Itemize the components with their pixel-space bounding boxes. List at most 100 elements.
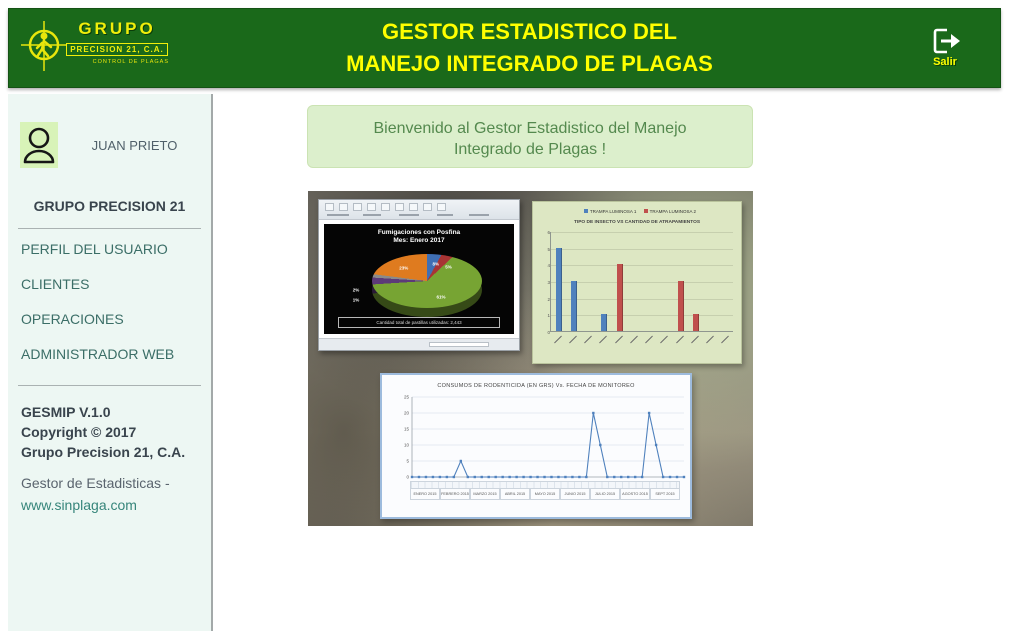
x-axis-label-illegible [675,335,684,344]
page-title-line1: GESTOR ESTADISTICO DEL [382,19,677,44]
y-axis-tick: 2 [547,296,550,302]
bar-trampa-luminosa-1 [570,281,577,331]
pie-subtitle: Mes: Enero 2017 [393,237,445,244]
svg-text:0: 0 [406,475,409,480]
exit-door-icon [933,28,960,54]
sidebar-divider-bottom [18,385,201,386]
logout-label: Salir [933,56,957,68]
x-axis-label-illegible [721,335,730,344]
sidebar-item-administrador[interactable]: ADMINISTRADOR WEB [21,346,175,362]
toolbar-button[interactable] [339,203,348,211]
svg-text:20: 20 [404,411,410,416]
sidebar-item-clientes[interactable]: CLIENTES [21,276,90,292]
month-group-label: ABRIL 2015 [500,489,530,500]
line-chart-title: CONSUMOS DE RODENTICIDA (EN GRS) Vs. FEC… [437,383,635,389]
pie-slice-label: 23% [399,265,409,271]
excel-pie-window: Fumigaciones con Posfina Mes: Enero 2017… [318,199,520,351]
page-title-line2: MANEJO INTEGRADO DE PLAGAS [346,51,713,76]
excel-statusbar [319,338,519,350]
logo-subname: PRECISION 21, C.A. [66,43,168,56]
x-axis-label-illegible [690,335,699,344]
website-link[interactable]: www.sinplaga.com [21,497,137,513]
excel-scrollbar[interactable] [429,342,489,347]
x-axis-label-illegible [584,335,593,344]
svg-text:5: 5 [406,459,409,464]
toolbar-button[interactable] [367,203,376,211]
pie-slice-label: 5% [445,264,452,270]
main-content: Bienvenido al Gestor Estadistico del Man… [213,94,1001,631]
crosshair-walker-icon [21,21,67,71]
sidebar: JUAN PRIETO GRUPO PRECISION 21 PERFIL DE… [8,94,213,631]
gridline [551,282,733,283]
x-axis-label-illegible [660,335,669,344]
gridline [551,248,733,250]
legend-label-1: TRAMPA LUMINOSA 1 [589,209,637,214]
bar-trampa-luminosa-1 [555,247,562,331]
toolbar-group-label [327,214,349,216]
x-axis-label-illegible [629,335,638,344]
y-axis-tick: 0 [547,330,550,335]
x-axis-label-illegible [645,335,654,344]
charts-photo: Fumigaciones con Posfina Mes: Enero 2017… [308,191,753,526]
logout-button[interactable]: Salir [922,25,968,75]
bar-trampa-luminosa-2 [677,281,684,331]
line-plot-area: 0 5 10 15 20 25 [404,395,686,480]
month-group-label: FEBRERO 2015 [440,489,470,500]
company-logo: GRUPO PRECISION 21, C.A. CONTROL DE PLAG… [21,17,171,79]
pie-slice-label: 1% [352,297,360,303]
toolbar-group-label [399,214,419,216]
month-group-label: SEPT 2015 [650,489,680,500]
legend-label-2: TRAMPA LUMINOSA 2 [649,209,697,214]
gridline [551,232,733,233]
legend-swatch-blue [583,209,588,213]
y-axis-tick: 6 [547,230,550,235]
welcome-banner: Bienvenido al Gestor Estadistico del Man… [307,105,753,168]
month-group-label: MARZO 2015 [470,489,500,500]
toolbar-button[interactable] [437,203,446,211]
user-name: JUAN PRIETO [91,137,178,153]
gridline [551,298,733,300]
y-axis-tick: 4 [547,263,550,269]
month-group-label: ENERO 2015 [410,489,440,500]
toolbar-button[interactable] [409,203,418,211]
pie-title: Fumigaciones con Posfina [377,229,461,236]
pie-slice-label: 2% [352,287,360,293]
bar-legend: TRAMPA LUMINOSA 1 TRAMPA LUMINOSA 2 [533,209,741,214]
bar-trampa-luminosa-2 [692,314,699,331]
y-axis-tick: 5 [547,246,550,252]
page-title: GESTOR ESTADISTICO DEL MANEJO INTEGRADO … [179,16,880,80]
month-group-label: MAYO 2015 [530,489,560,500]
footer-description: Gestor de Estadisticas - [21,475,170,491]
org-name: GRUPO PRECISION 21 [33,198,186,214]
x-axis-label-illegible [614,335,623,344]
legend-swatch-red [643,209,648,213]
gridline [551,265,733,267]
sidebar-item-perfil[interactable]: PERFIL DEL USUARIO [21,241,168,257]
toolbar-group-label [469,214,489,216]
toolbar-button[interactable] [325,203,334,211]
user-avatar-icon [20,122,58,168]
sidebar-item-operaciones[interactable]: OPERACIONES [21,311,124,327]
app-header: GRUPO PRECISION 21, C.A. CONTROL DE PLAG… [8,8,1001,88]
sidebar-divider-top [18,228,201,229]
y-axis-tick: 1 [547,313,550,319]
copyright: Copyright © 2017 [21,424,137,440]
toolbar-button[interactable] [353,203,362,211]
sidebar-footer: GESMIP V.1.0 Copyright © 2017 Grupo Prec… [8,386,211,516]
line-xaxis-month-groups: ENERO 2015 FEBRERO 2015 MARZO 2015 ABRIL 20… [410,489,680,500]
app-version: GESMIP V.1.0 [21,404,111,420]
user-row: JUAN PRIETO [8,122,211,168]
line-chart: CONSUMOS DE RODENTICIDA (EN GRS) Vs. FEC… [380,373,692,519]
y-axis-tick: 3 [547,280,550,285]
toolbar-group-label [363,214,381,216]
line-xaxis-date-labels [410,481,680,489]
bar-trampa-luminosa-2 [616,264,623,331]
pie-slice-label: 61% [436,294,446,300]
x-axis-label-illegible [706,335,715,344]
bar-chart: TRAMPA LUMINOSA 1 TRAMPA LUMINOSA 2 TIPO… [532,201,742,364]
svg-text:15: 15 [404,427,410,432]
toolbar-button[interactable] [423,203,432,211]
toolbar-button[interactable] [381,203,390,211]
toolbar-button[interactable] [395,203,404,211]
